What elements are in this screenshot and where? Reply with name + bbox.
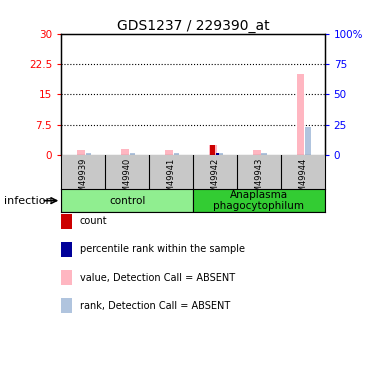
Bar	[130, 153, 135, 155]
Title: GDS1237 / 229390_at: GDS1237 / 229390_at	[116, 19, 269, 33]
Bar	[296, 74, 305, 155]
Text: GSM49944: GSM49944	[298, 158, 307, 203]
Bar	[209, 145, 217, 155]
Bar	[262, 153, 267, 155]
Bar	[86, 153, 91, 155]
Bar	[216, 153, 219, 155]
Bar	[61, 189, 193, 212]
Text: count: count	[80, 216, 107, 226]
Text: GSM49941: GSM49941	[167, 158, 175, 203]
Text: rank, Detection Call = ABSENT: rank, Detection Call = ABSENT	[80, 301, 230, 310]
Text: percentile rank within the sample: percentile rank within the sample	[80, 244, 245, 254]
Bar	[121, 149, 129, 155]
Text: GSM49939: GSM49939	[79, 158, 88, 203]
Bar	[165, 150, 173, 155]
Bar	[174, 153, 179, 155]
Text: GSM49943: GSM49943	[254, 158, 263, 203]
Bar	[77, 150, 85, 155]
Bar	[253, 150, 260, 155]
Text: GSM49942: GSM49942	[210, 158, 219, 203]
Bar	[210, 145, 215, 155]
Bar	[217, 153, 223, 155]
Text: value, Detection Call = ABSENT: value, Detection Call = ABSENT	[80, 273, 235, 282]
Bar	[305, 126, 311, 155]
Bar	[193, 189, 325, 212]
Text: control: control	[109, 196, 145, 206]
Text: infection: infection	[4, 196, 52, 206]
Text: GSM49940: GSM49940	[122, 158, 132, 203]
Text: Anaplasma
phagocytophilum: Anaplasma phagocytophilum	[213, 190, 304, 211]
